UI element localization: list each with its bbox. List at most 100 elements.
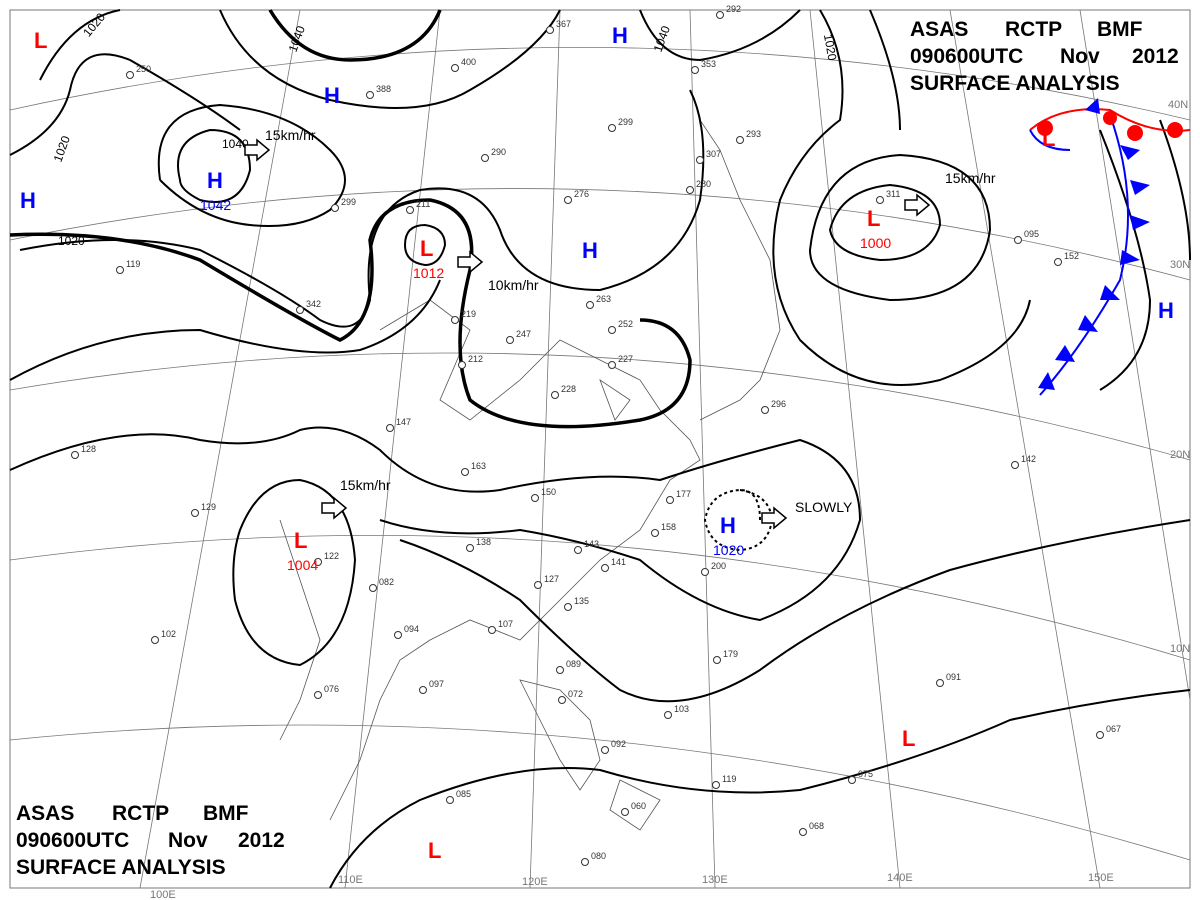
- station-pressure: 102: [161, 629, 176, 639]
- station-pressure: 219: [461, 309, 476, 319]
- station-pressure: 082: [379, 577, 394, 587]
- station-pressure: 299: [618, 117, 633, 127]
- station-circle-icon: [876, 196, 884, 204]
- station-circle-icon: [314, 558, 322, 566]
- station-circle-icon: [126, 71, 134, 79]
- motion-arrow-icon: [244, 138, 271, 162]
- station-pressure: 228: [561, 384, 576, 394]
- header-agency: ASAS: [16, 802, 74, 825]
- station-circle-icon: [481, 154, 489, 162]
- high-pressure-center: H: [1158, 298, 1174, 323]
- station-circle-icon: [556, 666, 564, 674]
- motion-speed-label: 15km/hr: [945, 170, 996, 186]
- station-pressure: 060: [631, 801, 646, 811]
- station-circle-icon: [564, 196, 572, 204]
- station-pressure: 094: [404, 624, 419, 634]
- station-circle-icon: [546, 26, 554, 34]
- motion-arrow-icon: [321, 496, 348, 520]
- station-pressure: 227: [618, 354, 633, 364]
- header-time: 090600UTC: [16, 829, 129, 852]
- station-circle-icon: [716, 11, 724, 19]
- header-station: RCTP: [112, 802, 169, 825]
- motion-arrow-icon: [904, 193, 931, 217]
- station-pressure: 296: [771, 399, 786, 409]
- station-circle-icon: [534, 581, 542, 589]
- station-circle-icon: [608, 124, 616, 132]
- header-month: Nov: [168, 829, 208, 852]
- station-pressure: 250: [136, 64, 151, 74]
- station-pressure: 138: [476, 537, 491, 547]
- header-time: 090600UTC: [910, 45, 1023, 68]
- lon-label: 110E: [338, 874, 363, 886]
- station-pressure: 400: [461, 57, 476, 67]
- high-pressure-center: H: [324, 83, 340, 108]
- station-circle-icon: [531, 494, 539, 502]
- station-circle-icon: [564, 603, 572, 611]
- station-pressure: 068: [809, 821, 824, 831]
- lon-label: 100E: [150, 889, 176, 900]
- motion-speed-label: 15km/hr: [265, 127, 316, 143]
- low-pressure-center: L: [1042, 126, 1055, 151]
- station-circle-icon: [151, 636, 159, 644]
- station-pressure: 135: [574, 596, 589, 606]
- station-pressure: 103: [674, 704, 689, 714]
- low-pressure-center: L: [867, 206, 880, 231]
- motion-speed-label: 10km/hr: [488, 277, 539, 293]
- station-circle-icon: [419, 686, 427, 694]
- center-pressure-value: 1012: [413, 265, 444, 281]
- low-pressure-center: L: [428, 838, 441, 863]
- high-pressure-center: H: [207, 168, 223, 193]
- station-circle-icon: [451, 64, 459, 72]
- map-frame: [9, 9, 1191, 889]
- lon-label: 150E: [1088, 872, 1114, 884]
- low-pressure-center: L: [34, 28, 47, 53]
- center-pressure-value: 1000: [860, 235, 891, 251]
- header-month: Nov: [1060, 45, 1100, 68]
- isobars: [9, 9, 1191, 889]
- station-pressure: 127: [544, 574, 559, 584]
- station-circle-icon: [608, 361, 616, 369]
- station-circle-icon: [466, 544, 474, 552]
- coastlines: [279, 119, 781, 831]
- isobar-label: 1020: [821, 33, 839, 62]
- header-year: 2012: [1132, 45, 1179, 68]
- station-circle-icon: [621, 808, 629, 816]
- motion-arrow-icon: [457, 250, 484, 274]
- lon-label: 130E: [702, 874, 728, 886]
- station-pressure: 119: [126, 259, 140, 269]
- pressure-centers: L H 1042 H H H L 1012 H L 1000 L H 1020 L 1004 L L H: [20, 23, 1174, 863]
- station-circle-icon: [406, 206, 414, 214]
- station-pressure: 211: [416, 199, 430, 209]
- station-pressure: 092: [611, 739, 626, 749]
- header-top: ASAS RCTP BMF 090600UTC Nov 2012 SURFACE…: [910, 18, 1179, 95]
- header-title: SURFACE ANALYSIS: [16, 856, 226, 879]
- high-pressure-center: H: [582, 238, 598, 263]
- station-pressure: 142: [1021, 454, 1036, 464]
- station-circle-icon: [574, 546, 582, 554]
- station-circle-icon: [369, 584, 377, 592]
- station-circle-icon: [314, 691, 322, 699]
- station-circle-icon: [848, 776, 856, 784]
- high-pressure-center: H: [612, 23, 628, 48]
- header-office: BMF: [1097, 18, 1143, 41]
- station-pressure: 293: [746, 129, 761, 139]
- header-title: SURFACE ANALYSIS: [910, 72, 1120, 95]
- center-pressure-value: 1020: [713, 542, 744, 558]
- header-bottom: ASAS RCTP BMF 090600UTC Nov 2012 SURFACE…: [16, 802, 285, 879]
- station-circle-icon: [696, 156, 704, 164]
- station-pressure: 158: [661, 522, 676, 532]
- station-pressure: 147: [396, 417, 411, 427]
- motion-arrow-icon: [761, 506, 788, 530]
- station-circle-icon: [936, 679, 944, 687]
- station-pressure: 177: [676, 489, 691, 499]
- station-pressure: 152: [1064, 251, 1079, 261]
- station-pressure: 290: [491, 147, 506, 157]
- motion-speed-label: SLOWLY: [795, 499, 853, 515]
- station-circle-icon: [394, 631, 402, 639]
- station-pressure: 143: [584, 539, 599, 549]
- station-pressure: 075: [858, 769, 873, 779]
- station-circle-icon: [366, 91, 374, 99]
- station-circle-icon: [701, 568, 709, 576]
